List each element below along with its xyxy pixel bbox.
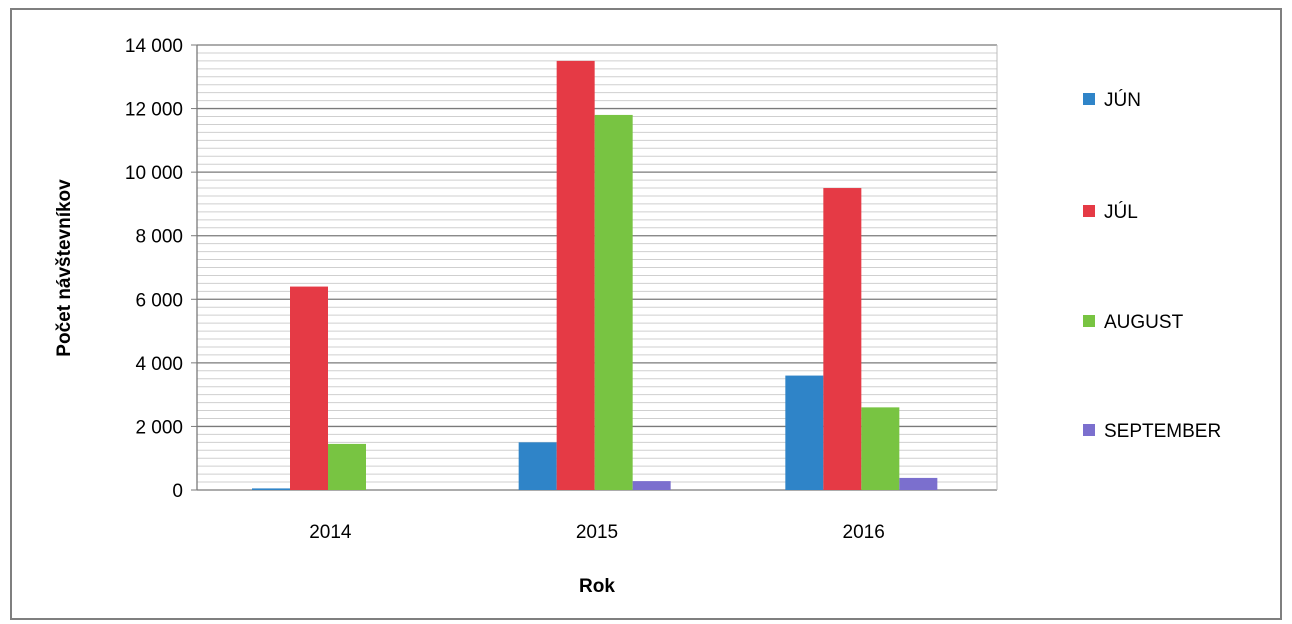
bar-júl-2016: [823, 188, 862, 491]
y-tick-labels: 0 2 000 4 000 6 000 8 000 10 000 12 000 14 000: [125, 36, 183, 502]
y-tick-label: 0: [172, 481, 183, 502]
bar-júl-2015: [556, 60, 595, 491]
bar-september-2016: [899, 477, 938, 490]
legend-swatch-september: [1083, 424, 1095, 436]
bar-jún-2016: [785, 375, 824, 490]
bar-júl-2014: [290, 286, 328, 490]
y-tick-label: 10 000: [125, 163, 183, 184]
bar-august-2016: [861, 407, 900, 490]
x-tick-labels: 2014 2015 2016: [309, 522, 885, 543]
y-tick-label: 8 000: [135, 227, 183, 248]
y-tick-label: 12 000: [125, 100, 183, 121]
legend-label-jún: JÚN: [1104, 89, 1141, 111]
legend-swatch-jún: [1083, 93, 1095, 105]
y-tick-label: 14 000: [125, 36, 183, 57]
y-axis-title: Počet návštevníkov: [54, 179, 75, 357]
bar-jún-2014: [252, 488, 290, 490]
bar-august-2015: [594, 114, 633, 490]
legend-swatch-júl: [1083, 205, 1095, 217]
y-tick-label: 6 000: [135, 290, 183, 311]
axes: [191, 44, 998, 491]
legend-label-august: AUGUST: [1104, 312, 1184, 333]
y-tick-label: 2 000: [135, 417, 183, 438]
legend-swatch-august: [1083, 315, 1095, 327]
y-tick-label: 4 000: [135, 354, 183, 375]
x-tick-label: 2016: [843, 522, 885, 543]
x-tick-label: 2014: [309, 522, 352, 543]
x-tick-label: 2015: [576, 522, 618, 543]
legend-label-júl: JÚL: [1104, 201, 1138, 223]
legend-label-september: SEPTEMBER: [1104, 421, 1221, 442]
bar-jún-2015: [518, 442, 557, 490]
bar-september-2015: [632, 481, 671, 490]
bar-august-2014: [328, 443, 366, 490]
bars: [252, 60, 938, 491]
legend: JÚN JÚL AUGUST SEPTEMBER: [1083, 89, 1221, 442]
x-axis-title: Rok: [579, 576, 615, 597]
